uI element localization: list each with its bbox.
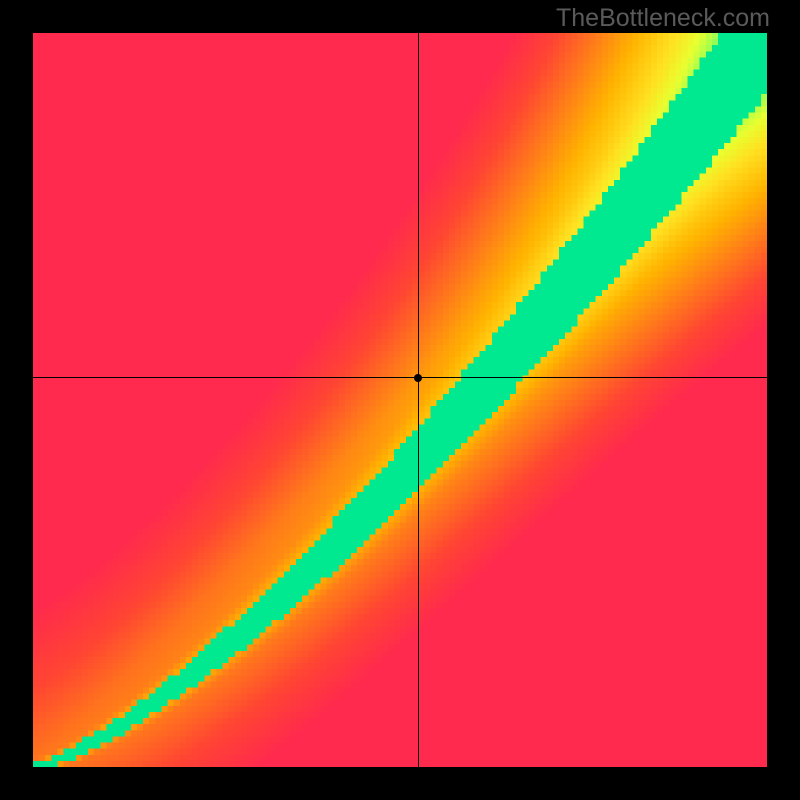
chart-container: TheBottleneck.com <box>0 0 800 800</box>
bottleneck-heatmap <box>33 33 767 767</box>
watermark-text: TheBottleneck.com <box>556 4 770 33</box>
crosshair-line <box>418 33 419 767</box>
crosshair-line <box>33 377 767 378</box>
